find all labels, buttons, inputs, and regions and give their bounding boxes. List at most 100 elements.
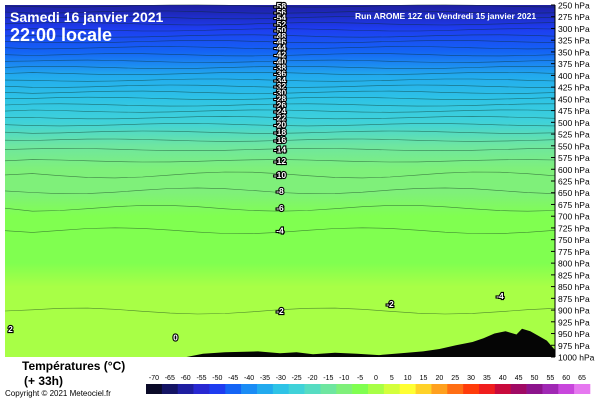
pressure-tick-label: 775 hPa bbox=[558, 247, 590, 257]
color-scale-label: 35 bbox=[483, 375, 491, 382]
color-scale-label: -25 bbox=[292, 375, 302, 382]
contour-label: -10 bbox=[274, 170, 287, 180]
color-scale-swatch bbox=[574, 384, 591, 394]
contour-label: -32 bbox=[274, 81, 287, 91]
pressure-tick-label: 750 hPa bbox=[558, 235, 590, 245]
pressure-tick-label: 975 hPa bbox=[558, 341, 590, 351]
pressure-tick-label: 875 hPa bbox=[558, 294, 590, 304]
contour-label: -4 bbox=[496, 291, 504, 301]
contour-line bbox=[4, 130, 556, 134]
color-scale-label: -30 bbox=[276, 375, 286, 382]
color-scale-label: 25 bbox=[451, 375, 459, 382]
contour-label: -8 bbox=[276, 186, 284, 196]
color-scale-swatch bbox=[526, 384, 543, 394]
contour-label: -58 bbox=[274, 1, 287, 11]
lead-time: (+ 33h) bbox=[24, 374, 64, 388]
pressure-tick-label: 850 hPa bbox=[558, 282, 590, 292]
color-scale-swatch bbox=[558, 384, 575, 394]
contour-line bbox=[4, 59, 556, 63]
pressure-tick-label: 550 hPa bbox=[558, 141, 590, 151]
contour-labels: -58-56-54-52-50-48-46-44-42-40-38-36-34-… bbox=[7, 0, 505, 343]
color-scale-label: 15 bbox=[420, 375, 428, 382]
color-scale-swatch bbox=[304, 384, 321, 394]
contour-label: -42 bbox=[274, 50, 287, 60]
color-scale-swatch bbox=[241, 384, 258, 394]
contour-line bbox=[4, 116, 556, 120]
color-scale-label: 30 bbox=[467, 375, 475, 382]
plot-background bbox=[5, 5, 555, 357]
contour-label: 0 bbox=[173, 332, 178, 342]
color-scale-label: 5 bbox=[390, 375, 394, 382]
contour-label: -22 bbox=[274, 113, 287, 123]
contour-line bbox=[4, 138, 556, 142]
pressure-tick-label: 925 hPa bbox=[558, 317, 590, 327]
pressure-tick-label: 525 hPa bbox=[558, 130, 590, 140]
contour-line bbox=[5, 96, 556, 100]
contour-lines bbox=[4, 4, 556, 315]
color-scale-swatch bbox=[146, 384, 163, 394]
color-scale-label: 40 bbox=[499, 375, 507, 382]
color-scale-label: 0 bbox=[374, 375, 378, 382]
contour-line bbox=[4, 34, 556, 38]
contour-line bbox=[4, 40, 556, 44]
contour-label: -38 bbox=[274, 62, 287, 72]
color-scale-label: 60 bbox=[562, 375, 570, 382]
color-scale-label: -60 bbox=[181, 375, 191, 382]
color-scale-swatch bbox=[383, 384, 401, 394]
color-scale-swatch bbox=[193, 384, 210, 394]
model-run-label: Run AROME 12Z du Vendredi 15 janvier 202… bbox=[355, 11, 537, 21]
color-scale-label: -10 bbox=[339, 375, 349, 382]
contour-line bbox=[4, 84, 555, 88]
color-scale-swatch bbox=[161, 384, 179, 394]
color-scale-swatch bbox=[431, 384, 448, 394]
contour-line bbox=[4, 16, 556, 20]
contour-label: -34 bbox=[274, 75, 287, 85]
contour-line bbox=[4, 4, 556, 8]
color-scale-swatch bbox=[272, 384, 290, 394]
color-scale-swatch bbox=[288, 384, 305, 394]
color-scale-swatch bbox=[494, 384, 512, 394]
color-scale-swatch bbox=[399, 384, 416, 394]
contour-label: -50 bbox=[274, 25, 287, 35]
contour-label: -28 bbox=[274, 93, 287, 103]
contour-line bbox=[4, 171, 556, 179]
pressure-tick-label: 650 hPa bbox=[558, 188, 590, 198]
pressure-tick-label: 900 hPa bbox=[558, 306, 590, 316]
contour-label: -12 bbox=[274, 156, 287, 166]
color-scale-swatch bbox=[209, 384, 226, 394]
color-scale-swatch bbox=[542, 384, 559, 394]
color-scale-label: -40 bbox=[244, 375, 254, 382]
pressure-tick-label: 950 hPa bbox=[558, 329, 590, 339]
color-scale-label: 50 bbox=[531, 375, 539, 382]
color-scale-swatch bbox=[257, 384, 274, 394]
color-scale-label: -35 bbox=[260, 375, 270, 382]
forecast-time: 22:00 locale bbox=[10, 25, 113, 45]
pressure-tick-label: 400 hPa bbox=[558, 71, 590, 81]
color-scale-swatch bbox=[177, 384, 194, 394]
contour-line bbox=[4, 90, 556, 94]
terrain-silhouette bbox=[186, 328, 555, 357]
pressure-tick-label: 350 hPa bbox=[558, 47, 590, 57]
color-scale-swatch bbox=[368, 384, 385, 394]
pressure-tick-label: 500 hPa bbox=[558, 118, 590, 128]
pressure-tick-label: 600 hPa bbox=[558, 165, 590, 175]
pressure-tick-label: 625 hPa bbox=[558, 177, 590, 187]
contour-label: -52 bbox=[274, 19, 287, 29]
pressure-tick-label: 725 hPa bbox=[558, 223, 590, 233]
pressure-tick-label: 450 hPa bbox=[558, 94, 590, 104]
contour-label: -24 bbox=[274, 106, 287, 116]
contour-label: 2 bbox=[8, 324, 13, 334]
color-scale-swatch bbox=[352, 384, 369, 394]
color-scale-label: -45 bbox=[228, 375, 238, 382]
color-scale-label: -20 bbox=[307, 375, 317, 382]
contour-label: -6 bbox=[276, 203, 284, 213]
contour-line bbox=[4, 159, 556, 163]
color-scale-label: -55 bbox=[196, 375, 206, 382]
variable-title: Températures (°C) bbox=[22, 359, 126, 373]
pressure-tick-label: 800 hPa bbox=[558, 259, 590, 269]
contour-line bbox=[4, 66, 555, 69]
color-scale-label: -70 bbox=[149, 375, 159, 382]
contour-label: -16 bbox=[274, 135, 287, 145]
